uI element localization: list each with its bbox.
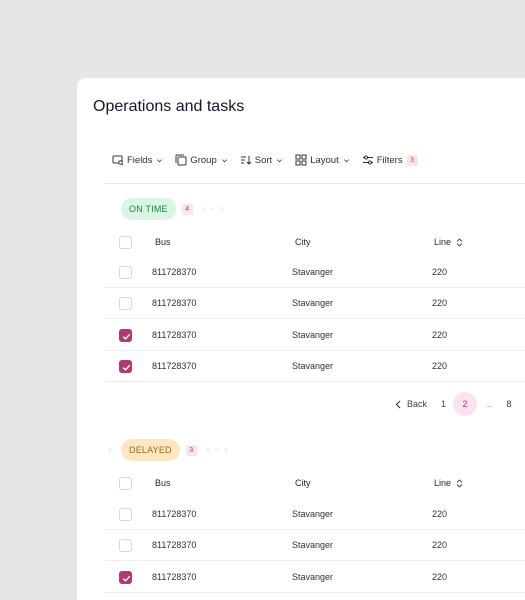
pagination-back-label: Back — [407, 399, 428, 409]
pagination: Back 1 2 ... 8 — [395, 392, 512, 416]
column-header-line[interactable]: Line — [434, 237, 463, 247]
column-header-city[interactable]: City — [295, 478, 311, 488]
cell-bus: 811728370 — [152, 330, 197, 340]
cell-line: 220 — [432, 361, 448, 371]
check-icon — [122, 364, 131, 371]
table-row[interactable]: 811728370 Stavanger 220 — [105, 351, 525, 382]
check-icon — [122, 575, 131, 582]
select-all-checkbox[interactable] — [119, 476, 132, 490]
table-row[interactable]: 811728370 Stavanger 220 — [105, 288, 525, 319]
fields-button[interactable]: Fields — [112, 154, 163, 166]
cell-line: 220 — [432, 330, 448, 340]
cell-bus: 811728370 — [152, 572, 197, 582]
table-header: Bus City Line — [105, 469, 525, 497]
group-section-delayed: DELAYED 3 Bus City Line 811728370 Stavan… — [105, 78, 525, 600]
table-row[interactable]: 811728370 Stavanger 220 — [105, 562, 525, 593]
row-checkbox-checked[interactable] — [119, 328, 132, 342]
cell-city: Stavanger — [292, 298, 334, 308]
chevron-left-icon — [395, 400, 401, 408]
cell-bus: 811728370 — [152, 267, 197, 277]
pagination-page-last[interactable]: 8 — [506, 399, 512, 409]
column-header-line[interactable]: Line — [434, 478, 463, 488]
chevron-down-icon — [157, 158, 163, 162]
row-checkbox-checked[interactable] — [119, 570, 132, 584]
sort-icon — [240, 156, 252, 165]
chevron-down-icon — [343, 158, 349, 162]
check-icon — [122, 333, 131, 340]
page-title: Operations and tasks — [93, 98, 245, 115]
row-checkbox[interactable] — [119, 538, 132, 552]
layout-grid-icon — [295, 154, 307, 166]
cell-line: 220 — [432, 509, 448, 519]
cell-line: 220 — [432, 298, 448, 308]
cell-line: 220 — [432, 572, 448, 582]
pagination-back-button[interactable]: Back — [395, 399, 427, 409]
cell-bus: 811728370 — [152, 540, 197, 550]
column-header-bus[interactable]: Bus — [155, 237, 171, 247]
table-header: Bus City Line — [105, 228, 525, 256]
chevron-down-icon — [221, 158, 227, 162]
cell-city: Stavanger — [292, 540, 334, 550]
select-all-checkbox[interactable] — [119, 235, 132, 249]
cell-bus: 811728370 — [152, 361, 197, 371]
fields-label: Fields — [127, 154, 153, 166]
table-row[interactable]: 811728370 Stavanger 220 — [105, 257, 525, 288]
sort-label: Sort — [254, 154, 273, 166]
pagination-page-1[interactable]: 1 — [441, 399, 447, 409]
cell-line: 220 — [432, 267, 448, 277]
cell-city: Stavanger — [292, 361, 334, 371]
group-icon — [175, 154, 187, 166]
layout-button[interactable]: Layout — [295, 154, 350, 166]
column-header-line-label: Line — [434, 478, 452, 488]
pagination-page-2-current[interactable]: 2 — [453, 392, 478, 416]
pagination-ellipsis: ... — [485, 399, 493, 409]
collapse-arrows-icon[interactable] — [205, 446, 229, 454]
status-badge-delayed[interactable]: DELAYED — [121, 439, 180, 461]
column-header-bus[interactable]: Bus — [155, 478, 171, 488]
toolbar-divider — [105, 183, 525, 184]
filters-button[interactable]: Filters 3 — [362, 154, 418, 166]
cell-city: Stavanger — [292, 572, 334, 582]
cell-line: 220 — [432, 540, 448, 550]
group-header: DELAYED 3 — [105, 439, 229, 461]
column-header-line-label: Line — [434, 237, 452, 247]
filter-sliders-icon — [362, 155, 373, 165]
group-count-badge: 3 — [185, 444, 197, 456]
cell-city: Stavanger — [292, 330, 334, 340]
cell-city: Stavanger — [292, 509, 334, 519]
collapse-left-icon[interactable] — [105, 446, 115, 454]
sort-updown-icon[interactable] — [456, 478, 463, 488]
sort-updown-icon[interactable] — [456, 237, 463, 247]
group-count-badge: 4 — [181, 203, 193, 215]
group-section-on-time: ON TIME 4 Bus City Line 811728370 Stavan… — [105, 78, 525, 418]
group-button[interactable]: Group — [175, 154, 227, 166]
chevron-down-icon — [277, 158, 283, 162]
main-panel: Operations and tasks Fields Group Sort L… — [77, 78, 525, 600]
status-badge-on-time[interactable]: ON TIME — [121, 198, 176, 220]
filters-count-badge: 3 — [406, 154, 418, 166]
column-header-city[interactable]: City — [295, 237, 311, 247]
toolbar: Fields Group Sort Layout Filters 3 — [112, 152, 430, 168]
collapse-arrows-icon[interactable] — [201, 205, 225, 213]
row-checkbox[interactable] — [119, 296, 132, 310]
sort-button[interactable]: Sort — [240, 154, 283, 166]
group-label: Group — [190, 154, 217, 166]
cell-bus: 811728370 — [152, 298, 197, 308]
cell-bus: 811728370 — [152, 509, 197, 519]
row-checkbox-checked[interactable] — [119, 359, 132, 373]
group-header: ON TIME 4 — [105, 198, 225, 220]
table-row[interactable]: 811728370 Stavanger 220 — [105, 499, 525, 530]
filters-label: Filters — [376, 154, 403, 166]
table-row[interactable]: 811728370 Stavanger 220 — [105, 530, 525, 561]
cell-city: Stavanger — [292, 267, 334, 277]
layout-label: Layout — [310, 154, 339, 166]
table-row[interactable]: 811728370 Stavanger 220 — [105, 320, 525, 351]
row-checkbox[interactable] — [119, 265, 132, 279]
fields-icon — [112, 155, 124, 166]
row-checkbox[interactable] — [119, 507, 132, 521]
